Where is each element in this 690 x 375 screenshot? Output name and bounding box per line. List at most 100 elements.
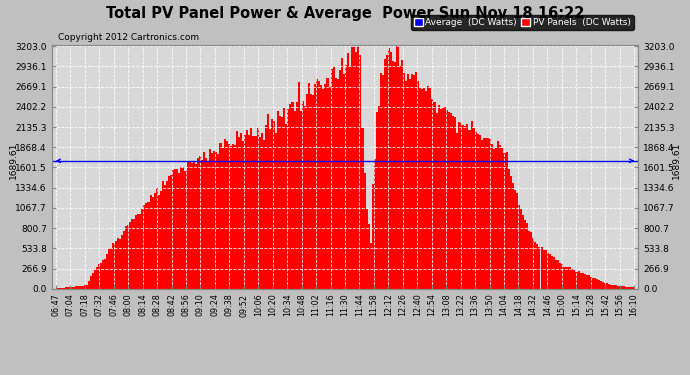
Bar [415, 72, 417, 289]
Bar [326, 78, 328, 289]
Bar [435, 113, 437, 289]
Bar [69, 287, 71, 289]
Bar [207, 160, 209, 289]
Bar [408, 79, 411, 289]
Bar [79, 286, 81, 289]
Bar [546, 253, 549, 289]
Bar [481, 140, 483, 289]
Bar [221, 148, 224, 289]
Bar [551, 256, 553, 289]
Bar [386, 55, 388, 289]
Bar [629, 287, 631, 289]
Bar [376, 112, 378, 289]
Bar [504, 153, 506, 289]
Bar [236, 131, 238, 289]
Bar [265, 126, 267, 289]
Bar [419, 88, 421, 289]
Bar [516, 193, 518, 289]
Bar [440, 109, 442, 289]
Bar [359, 55, 362, 289]
Bar [406, 74, 408, 289]
Bar [479, 135, 481, 289]
Text: 1689.61: 1689.61 [9, 141, 18, 179]
Bar [580, 273, 582, 289]
Bar [178, 173, 180, 289]
Bar [368, 224, 370, 289]
Bar [297, 82, 299, 289]
Bar [351, 48, 353, 289]
Bar [176, 169, 178, 289]
Bar [312, 95, 314, 289]
Bar [123, 231, 125, 289]
Bar [483, 138, 485, 289]
Bar [246, 130, 248, 289]
Bar [144, 205, 146, 289]
Bar [598, 280, 600, 289]
Bar [345, 65, 347, 289]
Bar [557, 260, 559, 289]
Legend: Average  (DC Watts), PV Panels  (DC Watts): Average (DC Watts), PV Panels (DC Watts) [411, 15, 633, 30]
Bar [378, 106, 380, 289]
Bar [575, 272, 578, 289]
Bar [273, 120, 275, 289]
Bar [586, 275, 588, 289]
Bar [347, 53, 349, 289]
Bar [370, 243, 372, 289]
Bar [349, 66, 351, 289]
Bar [384, 59, 386, 289]
Bar [466, 124, 469, 289]
Bar [573, 270, 575, 289]
Bar [188, 162, 190, 289]
Bar [90, 276, 92, 289]
Bar [271, 119, 273, 289]
Bar [316, 79, 318, 289]
Bar [469, 130, 471, 289]
Bar [353, 46, 355, 289]
Bar [613, 285, 615, 289]
Bar [63, 288, 65, 289]
Bar [135, 215, 137, 289]
Bar [108, 249, 110, 289]
Bar [530, 232, 532, 289]
Bar [234, 144, 236, 289]
Bar [250, 129, 253, 289]
Bar [563, 267, 565, 289]
Bar [355, 53, 357, 289]
Bar [83, 285, 86, 289]
Bar [170, 175, 172, 289]
Text: Copyright 2012 Cartronics.com: Copyright 2012 Cartronics.com [58, 33, 199, 42]
Bar [508, 169, 510, 289]
Bar [282, 117, 284, 289]
Bar [528, 231, 530, 289]
Bar [433, 102, 435, 289]
Bar [450, 113, 452, 289]
Bar [399, 66, 401, 289]
Bar [532, 238, 534, 289]
Bar [604, 283, 607, 289]
Bar [569, 267, 571, 289]
Bar [510, 176, 512, 289]
Bar [331, 69, 333, 289]
Bar [393, 61, 395, 289]
Bar [534, 242, 536, 289]
Bar [444, 107, 446, 289]
Bar [464, 126, 466, 289]
Bar [77, 286, 79, 289]
Bar [549, 254, 551, 289]
Bar [491, 144, 493, 289]
Bar [522, 215, 524, 289]
Bar [403, 73, 404, 289]
Bar [625, 286, 627, 289]
Bar [427, 86, 429, 289]
Bar [526, 223, 528, 289]
Bar [275, 133, 277, 289]
Bar [193, 162, 195, 289]
Bar [215, 152, 217, 289]
Bar [141, 209, 144, 289]
Bar [137, 214, 139, 289]
Bar [295, 102, 297, 289]
Bar [166, 181, 168, 289]
Bar [133, 219, 135, 289]
Bar [81, 286, 83, 289]
Bar [500, 145, 502, 289]
